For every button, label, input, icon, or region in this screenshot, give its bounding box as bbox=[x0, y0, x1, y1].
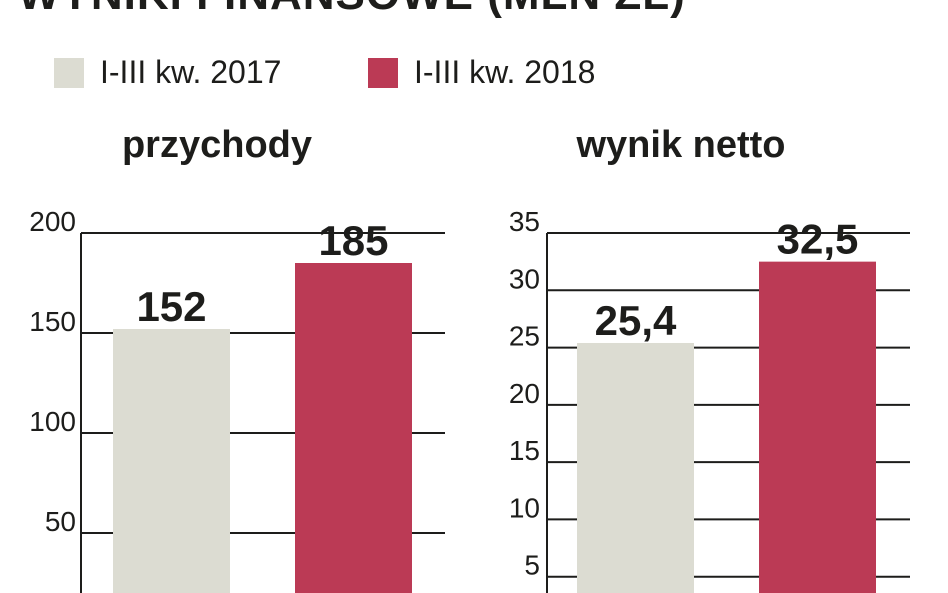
data-label-przychody-2018: 185 bbox=[318, 217, 388, 264]
y-tick-label-przychody-50: 50 bbox=[45, 506, 76, 537]
legend-swatch-2018 bbox=[368, 58, 398, 88]
y-tick-label-wynik-netto-10: 10 bbox=[509, 492, 540, 523]
data-label-wynik-netto-2017: 25,4 bbox=[595, 297, 677, 344]
bar-przychody-2017 bbox=[113, 329, 230, 593]
y-tick-label-przychody-200: 200 bbox=[29, 206, 76, 237]
legend-label-2017: I-III kw. 2017 bbox=[100, 54, 282, 90]
y-tick-label-wynik-netto-20: 20 bbox=[509, 378, 540, 409]
y-tick-label-wynik-netto-15: 15 bbox=[509, 435, 540, 466]
data-label-przychody-2017: 152 bbox=[136, 283, 206, 330]
y-tick-label-wynik-netto-25: 25 bbox=[509, 321, 540, 352]
y-tick-label-wynik-netto-5: 5 bbox=[524, 550, 540, 581]
page-title: WYNIKI FINANSOWE (MLN ZŁ) bbox=[18, 0, 686, 20]
y-tick-label-wynik-netto-30: 30 bbox=[509, 263, 540, 294]
y-tick-label-przychody-100: 100 bbox=[29, 406, 76, 437]
bar-wynik-netto-2017 bbox=[577, 342, 694, 593]
y-tick-label-wynik-netto-35: 35 bbox=[509, 206, 540, 237]
y-tick-label-przychody-150: 150 bbox=[29, 306, 76, 337]
chart-title-wynik-netto: wynik netto bbox=[576, 124, 786, 166]
legend-swatch-2017 bbox=[54, 58, 84, 88]
bar-przychody-2018 bbox=[295, 263, 412, 593]
data-label-wynik-netto-2018: 32,5 bbox=[777, 216, 859, 263]
chart-title-przychody: przychody bbox=[121, 124, 313, 166]
legend-label-2018: I-III kw. 2018 bbox=[414, 54, 596, 90]
bar-wynik-netto-2018 bbox=[759, 261, 876, 593]
